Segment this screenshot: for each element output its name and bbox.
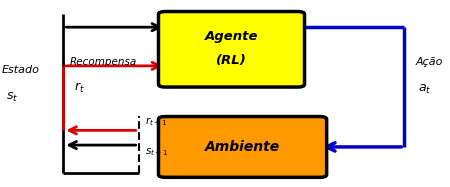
Text: $r_{t+1}$: $r_{t+1}$ <box>145 116 167 128</box>
Text: Agente: Agente <box>205 30 258 43</box>
FancyBboxPatch shape <box>158 117 327 177</box>
Text: $a_t$: $a_t$ <box>418 83 432 96</box>
Text: Recompensa: Recompensa <box>70 57 137 67</box>
Text: Ambiente: Ambiente <box>205 140 280 154</box>
Text: (RL): (RL) <box>216 54 247 67</box>
Text: $s_{t+1}$: $s_{t+1}$ <box>145 147 168 158</box>
Text: Estado: Estado <box>1 65 39 75</box>
Text: $r_t$: $r_t$ <box>74 81 85 95</box>
Text: $s_t$: $s_t$ <box>6 91 18 104</box>
FancyBboxPatch shape <box>158 12 305 87</box>
Text: Ação: Ação <box>415 57 442 67</box>
